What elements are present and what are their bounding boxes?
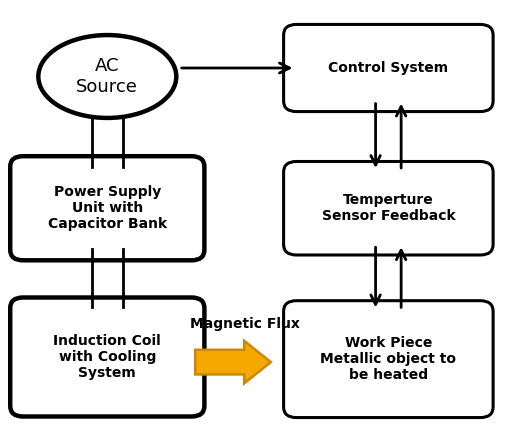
Text: Work Piece
Metallic object to
be heated: Work Piece Metallic object to be heated: [320, 336, 456, 382]
FancyBboxPatch shape: [10, 156, 204, 260]
Text: Temperture
Sensor Feedback: Temperture Sensor Feedback: [321, 193, 455, 224]
FancyBboxPatch shape: [284, 25, 493, 112]
Text: Power Supply
Unit with
Capacitor Bank: Power Supply Unit with Capacitor Bank: [48, 185, 167, 232]
FancyBboxPatch shape: [284, 162, 493, 255]
Ellipse shape: [38, 35, 176, 118]
Text: Magnetic Flux: Magnetic Flux: [190, 317, 300, 331]
Text: AC
Source: AC Source: [76, 57, 138, 96]
Text: Control System: Control System: [328, 61, 449, 75]
Text: Induction Coil
with Cooling
System: Induction Coil with Cooling System: [54, 334, 161, 380]
FancyBboxPatch shape: [284, 301, 493, 417]
FancyBboxPatch shape: [10, 298, 204, 416]
FancyArrow shape: [195, 341, 271, 383]
